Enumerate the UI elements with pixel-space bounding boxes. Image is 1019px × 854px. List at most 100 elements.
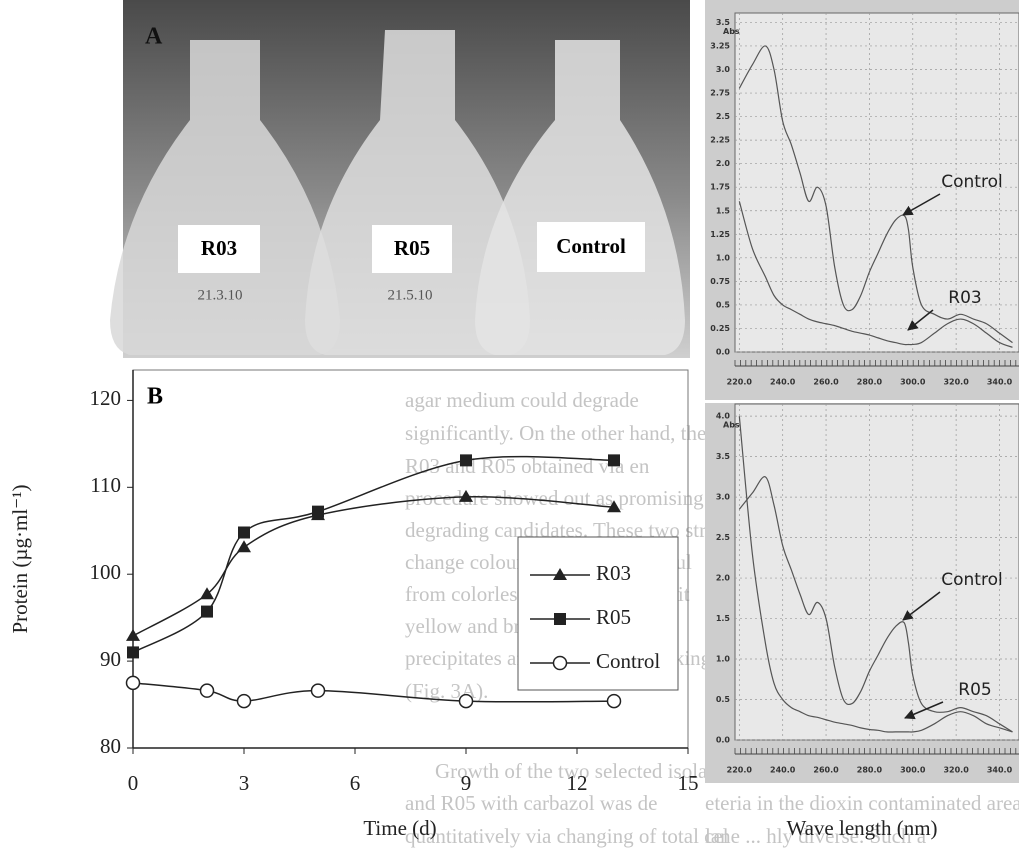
legend-box xyxy=(517,536,679,691)
y-tick-label: 4.0 xyxy=(716,412,731,421)
label-card xyxy=(537,222,645,272)
x-tick-label: 260.0 xyxy=(813,378,839,387)
y-tick-label: 120 xyxy=(90,386,122,410)
plot-area xyxy=(734,403,1019,741)
flask-label: R05 xyxy=(394,236,430,260)
y-tick-label: 110 xyxy=(90,473,121,497)
bleed-text: and R05 with carbazol was de xyxy=(405,791,658,815)
curve-label: R05 xyxy=(958,680,991,700)
y-tick-label: 3.5 xyxy=(716,452,731,461)
x-tick-label: 280.0 xyxy=(857,378,883,387)
marker xyxy=(237,540,251,553)
y-tick-label: 1.0 xyxy=(716,253,731,262)
x-tick-label: 320.0 xyxy=(943,378,969,387)
x-tick-label: 280.0 xyxy=(857,766,883,775)
bleed-text: quantitatively via changing of total cel xyxy=(405,824,729,848)
x-tick-label: 300.0 xyxy=(900,378,926,387)
y-tick-label: 2.75 xyxy=(710,89,730,98)
marker xyxy=(127,646,139,659)
x-axis-label: Wave length (nm) xyxy=(786,816,937,840)
y-tick-label: 90 xyxy=(100,647,121,671)
y-unit: Abs xyxy=(723,27,740,36)
panel-label: A xyxy=(145,24,163,50)
label-card xyxy=(372,225,452,273)
panel-a: A R03 R05 Control 21.3.10 21.5.10 xyxy=(110,0,690,358)
y-tick-label: 0.5 xyxy=(716,695,731,704)
curve-label: Control xyxy=(941,570,1002,590)
y-tick-label: 1.75 xyxy=(710,183,730,192)
flask-mark: 21.3.10 xyxy=(198,287,243,303)
y-tick-label: 3.0 xyxy=(716,65,731,74)
marker xyxy=(199,683,215,698)
marker xyxy=(460,454,472,467)
y-tick-label: 1.25 xyxy=(710,230,730,239)
x-tick-label: 320.0 xyxy=(943,766,969,775)
flask xyxy=(110,40,340,355)
x-tick-label: 340.0 xyxy=(987,766,1013,775)
legend-label: Control xyxy=(596,649,660,673)
y-tick-label: 2.5 xyxy=(716,533,731,542)
y-tick-label: 1.5 xyxy=(716,206,731,215)
marker xyxy=(310,683,326,698)
y-tick-label: 1.0 xyxy=(716,655,731,664)
curve-label: Control xyxy=(941,172,1002,192)
bleed-text: lane ... hly diverse. Such a xyxy=(705,824,927,848)
marker xyxy=(312,505,324,518)
y-tick-label: 2.25 xyxy=(710,136,730,145)
marker xyxy=(458,693,474,709)
y-tick-label: 3.25 xyxy=(710,41,730,50)
marker xyxy=(236,693,252,709)
y-tick-label: 0.0 xyxy=(716,736,731,745)
y-tick-label: 2.5 xyxy=(716,112,731,121)
y-tick-label: 0.25 xyxy=(710,324,730,333)
y-tick-label: 2.0 xyxy=(716,159,731,168)
legend-label: R05 xyxy=(596,605,631,629)
x-tick-label: 220.0 xyxy=(727,378,753,387)
x-tick-label: 6 xyxy=(350,771,361,795)
x-tick-label: 3 xyxy=(239,771,250,795)
x-tick-label: 340.0 xyxy=(987,378,1013,387)
y-tick-label: 0.5 xyxy=(716,300,731,309)
bleed-text: Growth of the two selected isola xyxy=(435,759,708,783)
x-tick-label: 9 xyxy=(461,771,472,795)
legend-marker xyxy=(554,613,566,625)
annotation-arrow xyxy=(902,591,941,621)
marker xyxy=(459,489,473,502)
y-tick-label: 0.0 xyxy=(716,348,731,357)
bleed-text: (Fig. 3A). xyxy=(405,679,488,703)
spectrum-line xyxy=(738,201,1013,348)
marker xyxy=(607,500,621,513)
y-tick-label: 80 xyxy=(100,734,121,758)
spectrum-line xyxy=(738,416,1013,733)
flask xyxy=(305,30,530,355)
legend-marker xyxy=(552,655,568,671)
bleed-text: agar medium could degrade xyxy=(405,388,639,412)
spectrum-line xyxy=(738,476,1013,733)
y-axis-label: Protein (µg·ml⁻¹) xyxy=(8,484,32,633)
annotation-arrow xyxy=(907,309,934,331)
marker xyxy=(200,587,214,600)
x-tick-label: 220.0 xyxy=(727,766,753,775)
y-tick-label: 100 xyxy=(90,560,122,584)
y-tick-label: 2.0 xyxy=(716,574,731,583)
legend-marker xyxy=(553,568,567,580)
flask-label: Control xyxy=(556,234,626,258)
x-tick-label: 260.0 xyxy=(813,766,839,775)
label-card xyxy=(178,225,260,273)
marker xyxy=(606,693,622,709)
legend-label: R03 xyxy=(596,561,631,585)
annotation-arrow xyxy=(904,701,944,720)
bleed-text: significantly. On the other hand, the xyxy=(405,421,706,445)
flask-mark: 21.5.10 xyxy=(388,287,433,303)
bleed-text: eteria in the dioxin contaminated areas xyxy=(705,791,1019,815)
x-axis-label: Time (d) xyxy=(363,816,436,840)
y-tick-label: 3.5 xyxy=(716,18,731,27)
x-tick-label: 240.0 xyxy=(770,378,796,387)
flask-label: R03 xyxy=(201,236,237,260)
marker xyxy=(608,454,620,467)
y-tick-label: 1.5 xyxy=(716,614,731,623)
marker xyxy=(238,526,250,539)
curve-label: R03 xyxy=(948,288,981,308)
